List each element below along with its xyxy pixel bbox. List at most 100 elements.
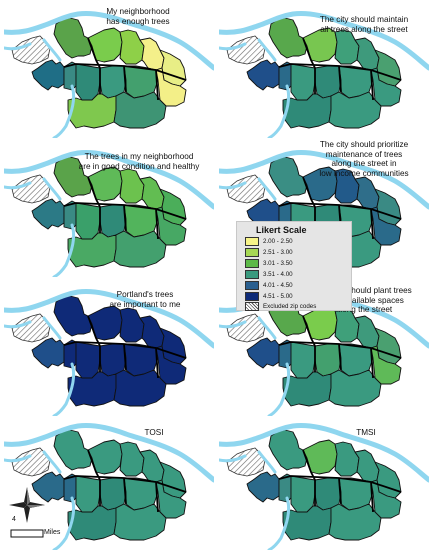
excluded-zip-area xyxy=(226,174,266,204)
zip-region-w1 xyxy=(31,337,65,369)
zip-region-s6 xyxy=(328,91,382,129)
excluded-zip-area xyxy=(226,313,266,343)
zip-region-n2 xyxy=(87,27,123,63)
zip-region-s6 xyxy=(113,369,167,407)
map-7 xyxy=(4,423,214,550)
zip-region-n2 xyxy=(87,439,123,475)
river xyxy=(4,320,32,329)
zip-region-w1 xyxy=(31,471,65,503)
zip-region-s4 xyxy=(155,479,187,519)
river xyxy=(52,223,76,277)
legend-swatch xyxy=(245,292,259,301)
river xyxy=(267,362,291,416)
zip-region-n1 xyxy=(53,295,93,337)
river xyxy=(257,316,277,340)
zip-region-n1 xyxy=(53,17,93,59)
river xyxy=(42,450,62,474)
river xyxy=(52,496,76,550)
zip-region-s1 xyxy=(290,475,316,513)
legend-item: 2.00 - 2.50 xyxy=(245,237,293,246)
river xyxy=(219,181,247,190)
district-boundary xyxy=(63,37,187,101)
district-boundary xyxy=(63,449,187,513)
zip-region-s4 xyxy=(155,345,187,385)
river xyxy=(219,423,429,483)
zip-region-n4 xyxy=(354,37,380,71)
map-3 xyxy=(4,150,214,277)
zip-region-w1 xyxy=(246,59,280,91)
river xyxy=(257,177,277,201)
zip-region-n4 xyxy=(139,37,165,71)
zip-region-s4 xyxy=(155,67,187,107)
zip-region-w1 xyxy=(246,337,280,369)
zip-region-w1 xyxy=(246,471,280,503)
district-boundary xyxy=(278,315,402,379)
river xyxy=(219,150,429,210)
district-boundary xyxy=(278,176,402,240)
zip-region-n4 xyxy=(354,176,380,210)
zip-region-n2 xyxy=(302,439,338,475)
zip-region-n4 xyxy=(139,176,165,210)
legend-item-excluded: Excluded zip codes xyxy=(245,302,316,311)
map-panel-8: TMSI xyxy=(219,414,429,550)
legend-item: 2.51 - 3.00 xyxy=(245,248,293,257)
river xyxy=(257,450,277,474)
river xyxy=(4,11,214,71)
river xyxy=(4,454,32,463)
panel-title-4: The city should prioritize maintenance o… xyxy=(319,140,409,178)
zip-region-n4 xyxy=(139,449,165,483)
excluded-zip-area xyxy=(11,447,51,477)
river xyxy=(52,362,76,416)
zip-region-n1 xyxy=(268,429,308,471)
legend-swatch xyxy=(245,259,259,268)
river xyxy=(219,42,247,51)
panel-title-1: My neighborhood has enough trees xyxy=(106,7,170,26)
zip-region-n1 xyxy=(53,156,93,198)
zip-region-s4 xyxy=(370,345,402,385)
panel-title-7: TOSI xyxy=(144,428,164,437)
map-panel-3: The trees in my neighborhood are in good… xyxy=(4,141,214,277)
excluded-zip-area xyxy=(226,35,266,65)
river xyxy=(257,38,277,62)
map-8 xyxy=(219,423,429,550)
panel-title-2: The city should maintain all trees along… xyxy=(319,15,409,34)
zip-region-s6 xyxy=(113,503,167,541)
zip-region-n1 xyxy=(53,429,93,471)
legend-item: 3.01 - 3.50 xyxy=(245,259,293,268)
zip-region-n3 xyxy=(334,441,360,477)
zip-region-s6 xyxy=(113,230,167,268)
scale-number: 4 xyxy=(12,516,16,523)
map-5 xyxy=(4,289,214,416)
panel-title-3: The trees in my neighborhood are in good… xyxy=(78,152,200,171)
river xyxy=(219,320,247,329)
map-panel-5: Portland's trees are important to me xyxy=(4,280,214,416)
river xyxy=(42,177,62,201)
zip-region-s4 xyxy=(370,206,402,246)
river xyxy=(52,84,76,138)
zip-region-n3 xyxy=(119,441,145,477)
river xyxy=(4,42,32,51)
legend-item: 4.01 - 4.50 xyxy=(245,281,293,290)
excluded-zip-area xyxy=(11,174,51,204)
map-panel-7: TOSI xyxy=(4,414,214,550)
excluded-zip-area xyxy=(11,313,51,343)
zip-region-s4 xyxy=(370,479,402,519)
district-boundary xyxy=(63,315,187,379)
legend-title: Likert Scale xyxy=(256,225,307,235)
map-panel-1: My neighborhood has enough trees xyxy=(4,2,214,138)
map-1 xyxy=(4,11,214,138)
district-boundary xyxy=(278,449,402,513)
zip-region-n3 xyxy=(119,29,145,65)
excluded-zip-area xyxy=(11,35,51,65)
zip-region-s6 xyxy=(328,503,382,541)
zip-region-s4 xyxy=(370,67,402,107)
panel-title-5: Portland's trees are important to me xyxy=(109,290,181,309)
zip-region-s1 xyxy=(75,341,101,379)
likert-legend: Likert Scale 2.00 - 2.50 2.51 - 3.00 3.0… xyxy=(236,221,352,311)
river xyxy=(267,496,291,550)
zip-region-w1 xyxy=(31,59,65,91)
zip-region-s4 xyxy=(155,206,187,246)
zip-region-s1 xyxy=(290,341,316,379)
zip-region-n4 xyxy=(139,315,165,349)
panel-title-8: TMSI xyxy=(356,428,376,437)
